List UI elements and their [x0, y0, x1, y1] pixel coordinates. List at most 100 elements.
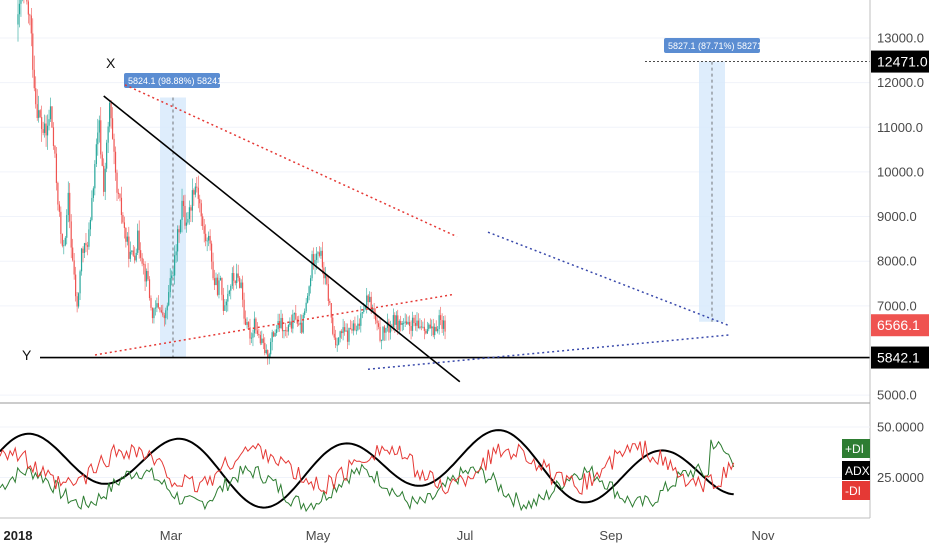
candle — [304, 308, 306, 319]
candle — [148, 276, 151, 301]
candle — [18, 0, 21, 28]
candle — [63, 239, 65, 255]
candle — [440, 306, 442, 326]
candle — [165, 307, 167, 325]
y-tick-label: 13000.0 — [877, 30, 924, 45]
candle — [262, 333, 264, 350]
red-dotted-upper — [124, 84, 458, 238]
candle — [178, 225, 180, 243]
candle — [345, 323, 347, 332]
candle — [132, 244, 134, 257]
candle — [206, 237, 208, 252]
candle — [196, 176, 198, 193]
price-tag-current-bg — [871, 314, 929, 337]
candle — [428, 322, 430, 332]
candle — [35, 76, 37, 109]
candle — [408, 315, 411, 335]
candle — [429, 318, 431, 329]
candle — [41, 105, 43, 142]
candle — [60, 206, 62, 244]
measure-box — [699, 61, 725, 322]
candles — [17, 0, 446, 365]
candle — [312, 247, 315, 270]
candle — [39, 109, 41, 119]
candle — [106, 139, 108, 173]
candle — [410, 320, 412, 340]
candle — [23, 0, 25, 4]
x-tick-label: 2018 — [4, 528, 33, 543]
candle — [284, 322, 287, 337]
candle — [92, 186, 94, 202]
candle — [194, 183, 196, 198]
candle — [287, 323, 290, 336]
candle — [376, 314, 378, 331]
candle — [252, 329, 254, 347]
candle — [423, 318, 425, 340]
candle — [256, 322, 258, 336]
candle — [227, 284, 229, 312]
candle — [85, 232, 87, 253]
candle — [190, 204, 192, 222]
candle — [55, 147, 58, 191]
candle — [355, 325, 357, 335]
candle — [222, 287, 225, 315]
candle — [131, 250, 133, 255]
candle — [46, 114, 49, 150]
candle — [153, 307, 155, 324]
candle — [386, 313, 389, 332]
trendlines: XY — [22, 55, 870, 383]
grid — [0, 37, 870, 396]
candle — [435, 320, 437, 332]
candle — [275, 324, 278, 336]
candle — [343, 321, 346, 336]
candle — [117, 188, 120, 199]
candle — [175, 244, 177, 263]
candle — [51, 106, 53, 128]
candle — [77, 292, 80, 309]
candle — [159, 306, 161, 313]
candle — [422, 321, 424, 329]
plus-di-line — [0, 439, 735, 513]
candle — [413, 315, 415, 327]
candle — [237, 264, 239, 282]
x-tick-label: May — [306, 528, 331, 543]
candle — [80, 247, 83, 276]
candle — [202, 213, 204, 230]
candle — [143, 258, 145, 275]
candle — [327, 276, 329, 307]
candle — [339, 330, 341, 343]
candle — [273, 331, 275, 338]
candle — [221, 277, 223, 301]
candle — [82, 246, 84, 263]
indicator-legend-1: ADX — [845, 464, 870, 478]
candle — [157, 295, 159, 309]
candle — [230, 284, 232, 300]
x-tick-label: Nov — [751, 528, 775, 543]
y-tick-label: 9000.0 — [877, 209, 917, 224]
candle — [377, 320, 380, 330]
candle — [318, 246, 321, 258]
candle — [280, 309, 282, 330]
measurement-boxes: 5824.1 (98.88%) 58241 5827.1 (87.71%) 582… — [124, 38, 870, 358]
candle — [151, 307, 154, 324]
candle — [140, 242, 142, 262]
indicator-tick-label: 50.0000 — [877, 420, 924, 435]
candle — [432, 318, 434, 338]
candle — [73, 253, 75, 280]
candle — [296, 316, 298, 327]
candle — [346, 323, 349, 349]
candle — [278, 313, 281, 332]
candle — [30, 7, 32, 47]
measure-label-bg — [124, 73, 220, 88]
candle — [224, 298, 226, 312]
candle — [160, 304, 162, 314]
candle — [215, 272, 217, 286]
candle — [209, 229, 211, 251]
candle — [76, 292, 78, 313]
candle — [302, 312, 304, 334]
candle — [406, 314, 408, 325]
candle — [66, 209, 68, 245]
candle — [185, 212, 188, 233]
candle — [122, 212, 124, 224]
candle — [212, 252, 214, 281]
